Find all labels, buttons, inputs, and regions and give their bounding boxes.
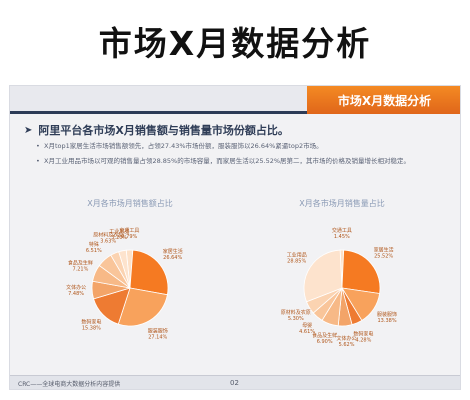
slide-headline: ➤ 阿里平台各市场X月销售额与销售量市场份额占比。 [24, 122, 289, 138]
slice-label: 服装服饰 27.14% [148, 327, 168, 340]
footer-text: CRC——全球电商大数据分析内容提供 [18, 381, 121, 388]
pie-chart-svg: 交通工具 2.79% 家居生活 26.64% 服装服饰 27.14% 数码家电 15.38% 文… [66, 227, 183, 340]
headline-text: 阿里平台各市场X月销售额与销售量市场份额占比。 [38, 124, 289, 137]
slice-label: 工业用品 3.20% [109, 228, 129, 241]
sales-volume-chart: X月各市场月销售量占比 交通工具 1.45% 家居生活 25.52% 服装服饰 13.38… [242, 198, 442, 368]
bullet-dot-icon: • [36, 142, 40, 150]
pie-slice-3 [117, 287, 168, 327]
pie-slice-2 [341, 249, 381, 294]
bullet-dot-icon: • [36, 157, 40, 165]
bullet-text: X月工业用品市场以可观的销售量占领28.85%的市场容量，而家居生活以25.52… [44, 157, 411, 165]
slide-topbar: 市场X月数据分析 [10, 86, 460, 114]
slice-label: 数码家电 4.28% [353, 331, 373, 344]
slide-footer: CRC——全球电商大数据分析内容提供 02 [10, 375, 460, 389]
bullet-item: • X月工业用品市场以可观的销售量占领28.85%的市场容量，而家居生活以25.… [36, 156, 436, 167]
pie-slice-2 [129, 249, 169, 296]
banner: 市场X月数据分析 [0, 0, 470, 82]
slice-label: 家居生活 25.52% [374, 247, 394, 260]
arrow-icon: ➤ [24, 124, 33, 136]
slice-label: 原材料及农原 3.63% [93, 232, 123, 245]
banner-title: 市场X月数据分析 [98, 24, 372, 63]
slice-label: 食品及生鲜 7.21% [68, 260, 93, 273]
pie-slice-9 [303, 249, 343, 303]
slice-label: 原材料及农原 5.30% [281, 309, 311, 322]
bullet-text: X月top1家居生活市场销售额领先，占领27.43%市场份额，服装服饰以26.6… [44, 142, 323, 150]
slice-label: 服装服饰 13.38% [377, 311, 397, 324]
slice-label: 文体办公 5.62% [337, 335, 357, 348]
sales-amount-chart: X月各市场月销售额占比 交通工具 2.79% 家居生活 26.64% 服装服饰 27.14… [30, 198, 230, 368]
bullet-item: • X月top1家居生活市场销售额领先，占领27.43%市场份额，服装服饰以26… [36, 141, 436, 152]
slice-label: 文体办公 7.48% [66, 284, 86, 297]
slide: 市场X月数据分析 ➤ 阿里平台各市场X月销售额与销售量市场份额占比。 • X月t… [9, 85, 461, 390]
slice-label: 家居生活 26.64% [163, 248, 183, 261]
slice-label: 交通工具 1.45% [332, 227, 352, 240]
slice-label: 食品及生鲜 6.90% [312, 332, 337, 345]
pie-chart-svg: 交通工具 1.45% 家居生活 25.52% 服装服饰 13.38% 数码家电 4.28%文体… [281, 227, 397, 348]
slice-label: 特殊 6.51% [86, 241, 102, 254]
slice-label: 数码家电 15.38% [81, 319, 101, 332]
pie-slice-9 [118, 249, 131, 289]
slide-title-tab: 市场X月数据分析 [307, 86, 460, 114]
slice-label: 母婴 4.61% [299, 323, 315, 335]
topbar-accent-line [10, 111, 310, 114]
slice-label: 工业用品 28.85% [287, 252, 307, 265]
page-number: 02 [230, 379, 239, 387]
chart-title: X月各市场月销售额占比 [87, 199, 173, 208]
chart-title: X月各市场月销售量占比 [299, 199, 385, 208]
slice-label: 交通工具 2.79% [119, 227, 139, 240]
bullet-list: • X月top1家居生活市场销售额领先，占领27.43%市场份额，服装服饰以26… [36, 141, 436, 171]
